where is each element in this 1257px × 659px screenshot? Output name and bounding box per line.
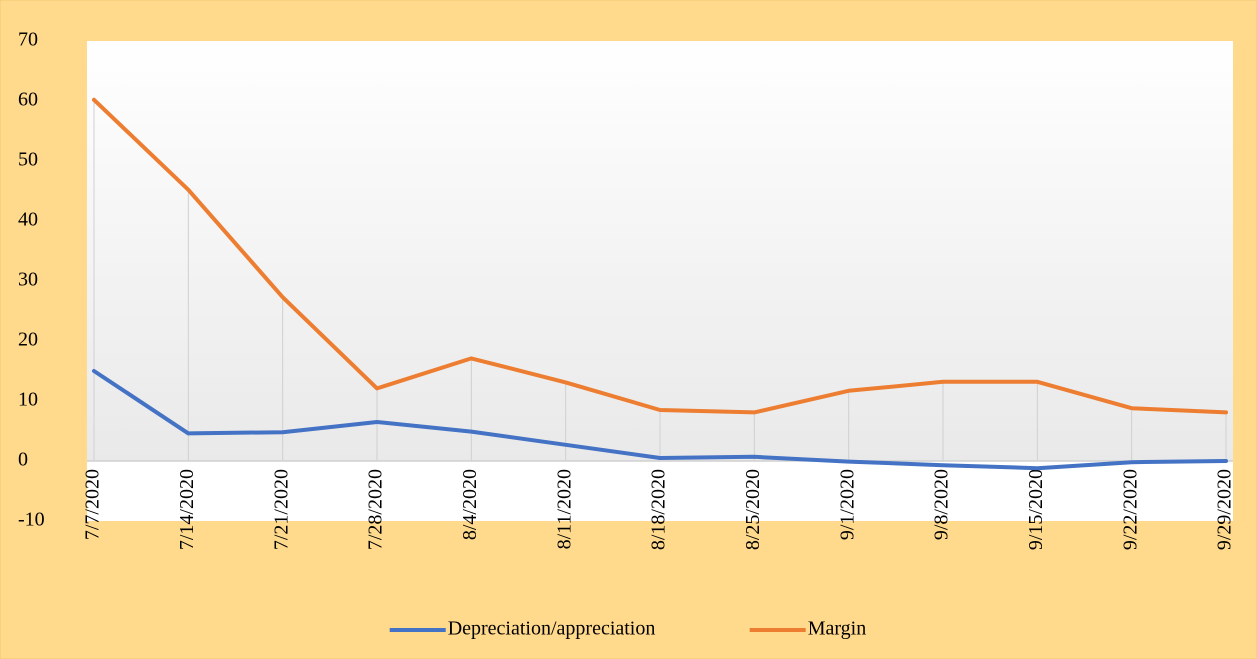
- series-line: [92, 369, 1228, 471]
- x-tick-label: 8/4/2020: [459, 469, 481, 540]
- y-tick-label: 60: [18, 89, 38, 111]
- legend-label: Depreciation/appreciation: [448, 618, 656, 640]
- x-tick-label: 7/21/2020: [270, 469, 292, 550]
- x-tick-label: 9/15/2020: [1025, 469, 1047, 550]
- x-tick-label: 7/14/2020: [176, 469, 198, 550]
- y-tick-label: 70: [18, 29, 38, 51]
- x-tick-label: 9/1/2020: [836, 469, 858, 540]
- x-tick-label: 7/28/2020: [365, 469, 387, 550]
- series-line: [92, 97, 1228, 415]
- x-tick-label: 8/18/2020: [648, 469, 670, 550]
- x-tick-label: 8/25/2020: [742, 469, 764, 550]
- plot-area-lower: [87, 461, 1233, 521]
- x-tick-label: 9/8/2020: [931, 469, 953, 540]
- x-tick-label: 9/22/2020: [1119, 469, 1141, 550]
- x-tick-label: 8/11/2020: [553, 469, 575, 549]
- y-tick-label: 30: [18, 269, 38, 291]
- y-tick-label: -10: [18, 509, 45, 531]
- y-tick-label: 40: [18, 209, 38, 231]
- y-tick-label: 10: [18, 389, 38, 411]
- y-tick-label: 20: [18, 329, 38, 351]
- x-tick-label: 7/7/2020: [82, 469, 104, 540]
- y-tick-label: 0: [18, 449, 28, 471]
- legend-label: Margin: [808, 618, 867, 640]
- x-tick-label: 9/29/2020: [1214, 469, 1236, 550]
- plot-area: [87, 41, 1233, 461]
- y-tick-label: 50: [18, 149, 38, 171]
